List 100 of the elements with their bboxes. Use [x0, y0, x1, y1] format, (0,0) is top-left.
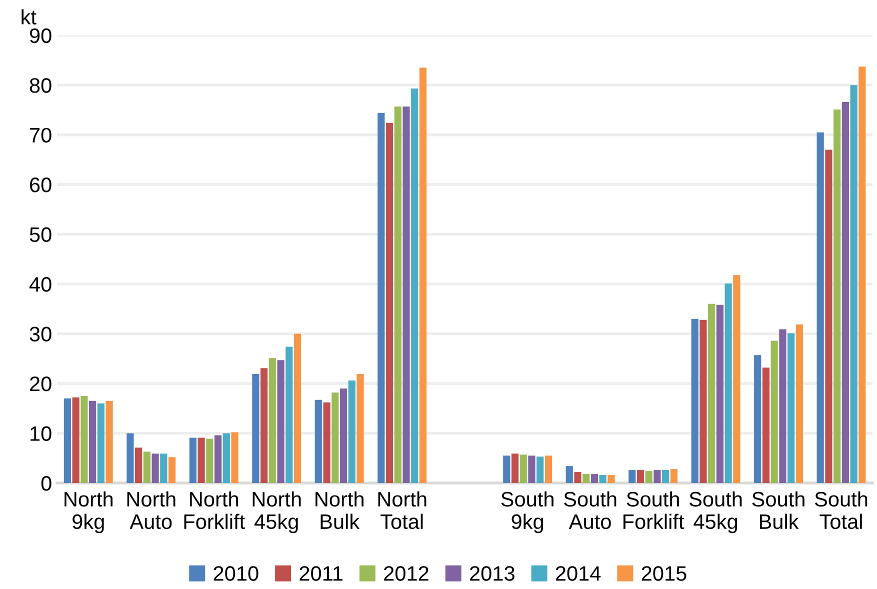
bar: [582, 474, 590, 483]
bar: [402, 106, 410, 483]
bar: [332, 392, 339, 483]
bar: [762, 368, 770, 483]
x-tick-label: South Forklift: [623, 491, 684, 530]
legend-label: 2015: [642, 566, 686, 581]
bar: [788, 333, 795, 483]
bar: [850, 85, 858, 483]
bar: [419, 68, 427, 483]
legend-label: 2012: [384, 566, 428, 581]
bar: [724, 284, 732, 483]
bar: [231, 432, 238, 483]
y-tick-label: 70: [30, 128, 52, 143]
bar: [536, 456, 544, 483]
legend-label: 2013: [470, 566, 514, 581]
x-tick-label: South 45kg: [689, 491, 742, 534]
bar: [152, 454, 159, 483]
bar: [628, 470, 636, 483]
bar: [636, 470, 644, 483]
y-tick-label: 20: [30, 376, 52, 392]
bar: [796, 324, 803, 483]
bar: [528, 456, 536, 483]
bar: [599, 475, 606, 483]
bar: [716, 304, 724, 483]
bar: [590, 474, 598, 483]
y-tick-label: 60: [30, 178, 52, 192]
bar: [89, 400, 96, 483]
bar: [662, 470, 670, 483]
bar: [160, 454, 168, 483]
bar: [189, 438, 196, 483]
x-tick-label: North Bulk: [316, 491, 364, 530]
bar: [80, 396, 88, 483]
y-tick-label: 10: [30, 426, 52, 441]
bar: [268, 358, 276, 483]
x-tick-label: North 45kg: [252, 491, 301, 534]
x-tick-label: South 9kg: [501, 491, 554, 534]
y-tick-label: 90: [30, 28, 52, 44]
bar: [700, 320, 707, 483]
bar: [106, 400, 113, 483]
y-tick-label: 40: [29, 277, 52, 292]
bar: [252, 374, 260, 483]
bar: [314, 400, 322, 483]
bar: [608, 475, 615, 483]
bar: [378, 112, 385, 483]
bar: [286, 346, 293, 483]
bar: [834, 109, 841, 483]
legend-label: 2014: [556, 566, 601, 581]
bar: [126, 433, 134, 483]
bar: [645, 471, 652, 483]
bar: [411, 88, 418, 483]
bar: [858, 66, 866, 483]
bar: [394, 106, 402, 483]
bar: [168, 457, 176, 483]
bar: [340, 388, 348, 483]
bar: [708, 304, 716, 483]
bar: [277, 360, 284, 483]
bar: [503, 456, 510, 483]
bar: [654, 470, 661, 483]
bar: [222, 433, 230, 483]
bar: [670, 469, 678, 483]
x-tick-label: North Total: [378, 491, 426, 530]
bar: [198, 438, 205, 483]
bar: [260, 368, 268, 483]
x-tick-label: South Total: [814, 491, 868, 530]
x-tick-label: South Bulk: [752, 491, 804, 530]
bar: [574, 472, 582, 483]
x-tick-label: North Auto: [127, 491, 176, 530]
y-tick-label: 0: [41, 476, 52, 491]
bar: [143, 452, 150, 483]
y-axis-title: kt: [22, 9, 36, 24]
bar: [566, 466, 573, 483]
y-tick-label: 80: [30, 78, 52, 93]
bar: [733, 275, 740, 483]
bar: [842, 102, 849, 483]
bar: [348, 380, 356, 483]
y-tick-label: 50: [30, 227, 52, 242]
bar: [825, 150, 832, 483]
legend-label: 2011: [300, 566, 342, 581]
bar: [294, 334, 302, 483]
bar: [323, 402, 330, 483]
y-tick-label: 30: [30, 326, 52, 342]
bar: [135, 448, 142, 483]
bar: [214, 435, 222, 483]
bar: [779, 329, 786, 483]
bar: [754, 355, 762, 483]
bar: [520, 454, 527, 483]
x-tick-label: North 9kg: [64, 491, 112, 534]
bar: [386, 122, 394, 483]
x-tick-label: North Forklift: [184, 491, 245, 530]
bar: [97, 403, 104, 483]
bar: [544, 456, 552, 483]
bar: [691, 318, 698, 483]
bar: [64, 398, 72, 483]
bar: [816, 132, 824, 483]
bar: [206, 438, 214, 483]
bar: [356, 374, 364, 483]
x-tick-label: South Auto: [564, 491, 616, 530]
legend-label: 2010: [214, 566, 258, 581]
bar: [770, 340, 778, 483]
bar: [511, 454, 519, 483]
